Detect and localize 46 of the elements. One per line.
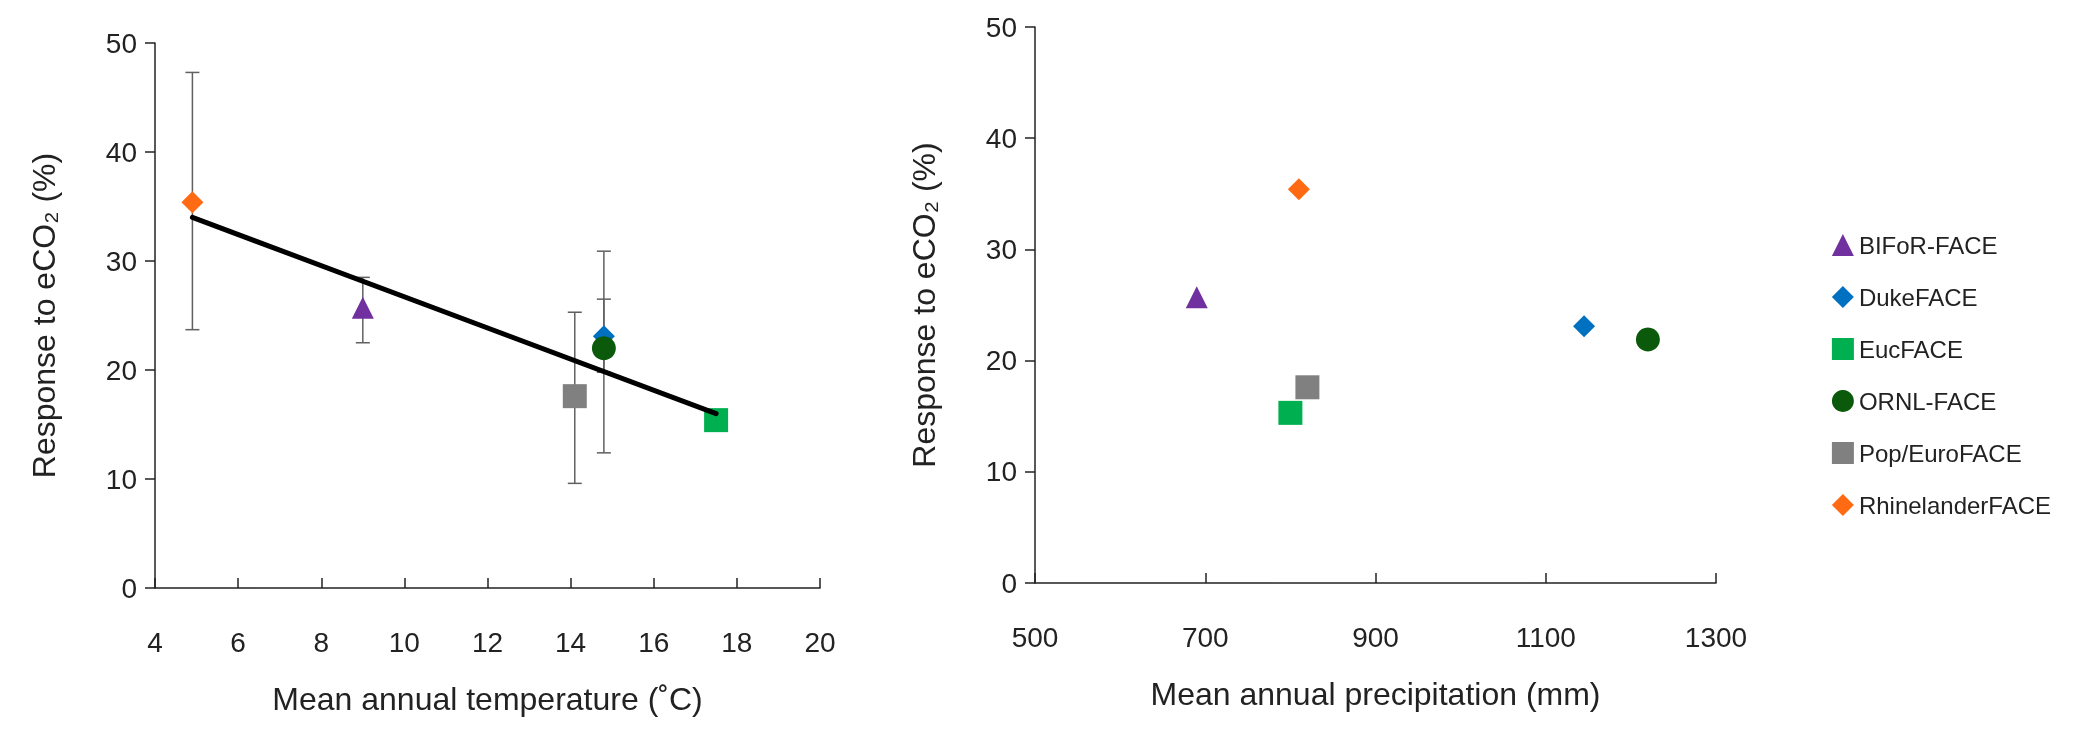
x-tick-label: 500 bbox=[1011, 621, 1059, 653]
legend-label: DukeFACE bbox=[1858, 283, 1978, 311]
y-tick-label: 0 bbox=[1001, 567, 1017, 599]
x-axis-title: Mean annual temperature (˚C) bbox=[272, 681, 703, 717]
y-tick-label: 40 bbox=[105, 136, 137, 168]
x-tick-label: 4 bbox=[147, 626, 163, 658]
y-tick-label: 30 bbox=[105, 245, 137, 277]
y-tick-label: 10 bbox=[985, 456, 1017, 488]
point bbox=[1635, 327, 1660, 352]
x-tick-label: 1100 bbox=[1515, 621, 1576, 653]
y-tick-label: 50 bbox=[105, 27, 137, 59]
legend-label: BIFoR-FACE bbox=[1858, 231, 1998, 259]
x-tick-label: 20 bbox=[804, 626, 836, 658]
legend-label: Pop/EuroFACE bbox=[1858, 439, 2022, 467]
x-tick-label: 900 bbox=[1352, 621, 1399, 653]
point bbox=[1573, 315, 1596, 338]
x-axis-title: Mean annual precipitation (mm) bbox=[1150, 676, 1601, 712]
point bbox=[1278, 400, 1303, 425]
point bbox=[1185, 286, 1208, 309]
point bbox=[1295, 375, 1320, 400]
y-tick-label: 40 bbox=[985, 122, 1017, 154]
point bbox=[1287, 178, 1310, 201]
point bbox=[591, 336, 616, 361]
y-tick-label: 50 bbox=[985, 11, 1017, 43]
legend-label: RhinelanderFACE bbox=[1858, 491, 2051, 519]
y-tick-label: 30 bbox=[985, 233, 1017, 265]
y-tick-label: 0 bbox=[121, 572, 137, 604]
x-tick-label: 18 bbox=[721, 626, 753, 658]
y-tick-label: 20 bbox=[105, 354, 137, 386]
point bbox=[562, 384, 587, 409]
point bbox=[351, 296, 374, 319]
x-tick-label: 10 bbox=[388, 626, 420, 658]
point bbox=[181, 191, 204, 214]
x-tick-label: 700 bbox=[1181, 621, 1229, 653]
x-tick-label: 8 bbox=[313, 626, 330, 658]
legend-label: ORNL-FACE bbox=[1858, 387, 1997, 415]
y-tick-label: 20 bbox=[985, 345, 1017, 377]
y-tick-label: 10 bbox=[105, 463, 137, 495]
x-tick-label: 14 bbox=[555, 626, 587, 658]
x-tick-label: 12 bbox=[471, 626, 504, 658]
x-tick-label: 16 bbox=[638, 626, 670, 658]
y-axis-title: Response to eCO₂ (%) bbox=[906, 142, 942, 468]
x-tick-label: 1300 bbox=[1684, 621, 1748, 653]
x-tick-label: 6 bbox=[230, 626, 246, 658]
legend-label: EucFACE bbox=[1858, 335, 1963, 363]
y-axis-title: Response to eCO₂ (%) bbox=[26, 152, 62, 479]
